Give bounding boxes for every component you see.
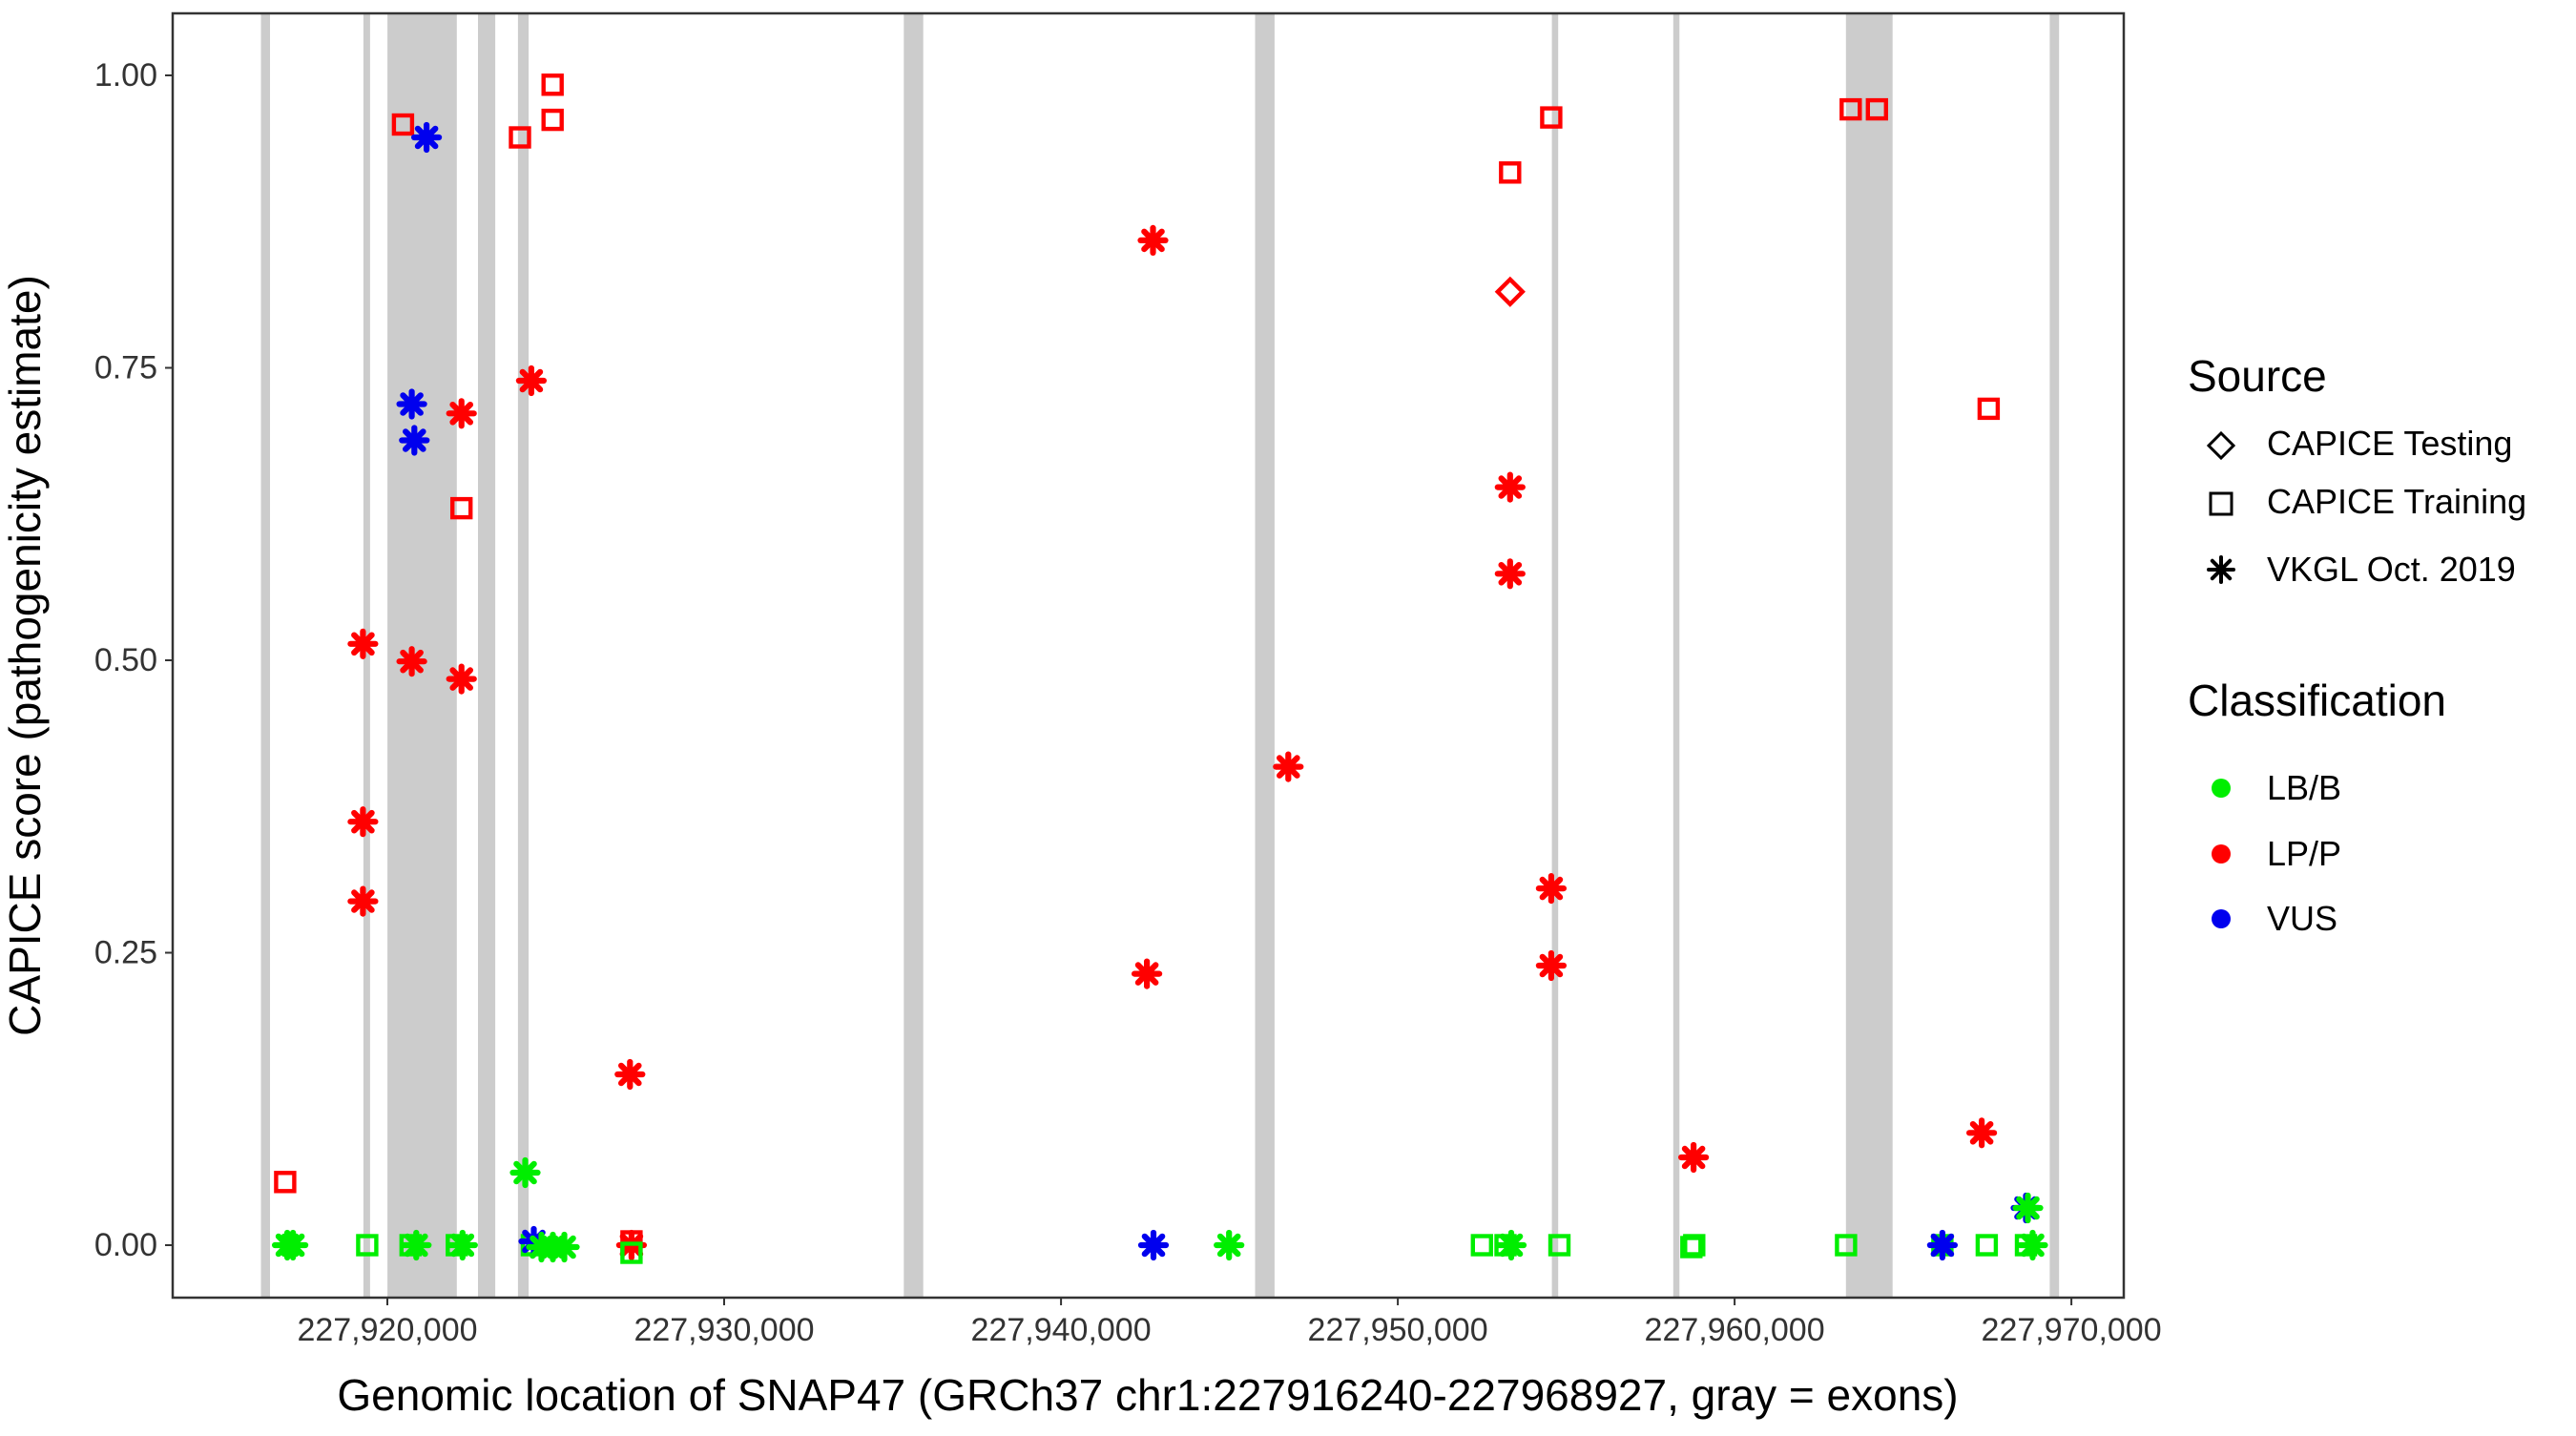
svg-text:227,950,000: 227,950,000	[1308, 1312, 1488, 1348]
svg-text:227,940,000: 227,940,000	[971, 1312, 1152, 1348]
svg-text:LP/P: LP/P	[2267, 834, 2341, 873]
svg-text:227,930,000: 227,930,000	[634, 1312, 814, 1348]
svg-text:227,920,000: 227,920,000	[297, 1312, 477, 1348]
svg-text:VKGL Oct. 2019: VKGL Oct. 2019	[2267, 550, 2516, 589]
svg-text:Genomic location of SNAP47 (GR: Genomic location of SNAP47 (GRCh37 chr1:…	[337, 1370, 1958, 1420]
svg-text:0.00: 0.00	[94, 1227, 157, 1263]
svg-text:VUS: VUS	[2267, 899, 2337, 938]
svg-text:0.25: 0.25	[94, 935, 157, 971]
svg-text:CAPICE score (pathogenicity es: CAPICE score (pathogenicity estimate)	[0, 275, 50, 1036]
svg-text:CAPICE Training: CAPICE Training	[2267, 482, 2526, 521]
svg-text:LB/B: LB/B	[2267, 768, 2341, 807]
svg-text:Classification: Classification	[2188, 676, 2446, 725]
svg-text:0.75: 0.75	[94, 350, 157, 386]
svg-text:1.00: 1.00	[94, 57, 157, 94]
svg-text:CAPICE Testing: CAPICE Testing	[2267, 424, 2512, 463]
svg-text:0.50: 0.50	[94, 642, 157, 678]
svg-text:Source: Source	[2188, 351, 2327, 401]
svg-text:227,970,000: 227,970,000	[1982, 1312, 2162, 1348]
svg-text:227,960,000: 227,960,000	[1645, 1312, 1825, 1348]
